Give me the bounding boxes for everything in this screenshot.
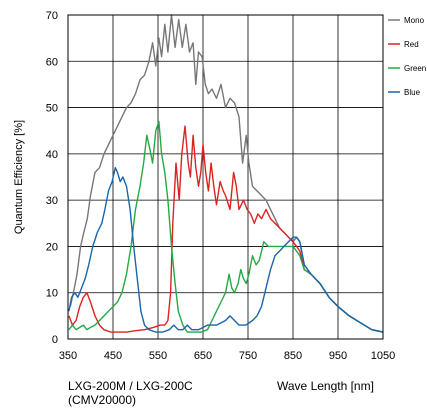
x-tick-label: 450: [104, 350, 122, 362]
camera-model-label: LXG-200M / LXG-200C (CMV20000): [68, 379, 193, 407]
y-tick-label: 70: [46, 10, 58, 22]
chart-series-group: [68, 14, 384, 333]
y-axis-title: Quantum Efficiency [%]: [13, 120, 25, 234]
chart-legend: Mono Red Green Blue: [388, 16, 426, 97]
x-tick-label: 950: [329, 350, 347, 362]
legend-label-blue: Blue: [404, 88, 421, 97]
x-axis-title: Wave Length [nm]: [277, 379, 374, 393]
y-tick-label: 60: [46, 56, 58, 68]
x-tick-label: 1050: [371, 350, 395, 362]
y-tick-label: 50: [46, 103, 58, 115]
plot-border: [67, 14, 384, 340]
x-tick-labels: 350 450 550 650 750 850 950 1050: [59, 350, 395, 362]
legend-label-red: Red: [404, 40, 419, 49]
y-tick-label: 0: [52, 334, 58, 346]
y-tick-labels: 0 10 20 30 40 50 60 70: [46, 10, 58, 346]
series-line-blue: [68, 167, 384, 333]
series-line-red: [68, 125, 384, 333]
legend-label-green: Green: [404, 64, 426, 73]
legend-label-mono: Mono: [404, 16, 425, 25]
x-tick-label: 750: [239, 350, 257, 362]
y-tick-label: 20: [46, 241, 58, 253]
series-line-green: [68, 120, 384, 333]
y-tick-label: 10: [46, 288, 58, 300]
x-tick-label: 850: [284, 350, 302, 362]
x-tick-label: 650: [194, 350, 212, 362]
y-tick-label: 30: [46, 195, 58, 207]
x-tick-label: 350: [59, 350, 77, 362]
x-tick-label: 550: [149, 350, 167, 362]
y-tick-label: 40: [46, 149, 58, 161]
